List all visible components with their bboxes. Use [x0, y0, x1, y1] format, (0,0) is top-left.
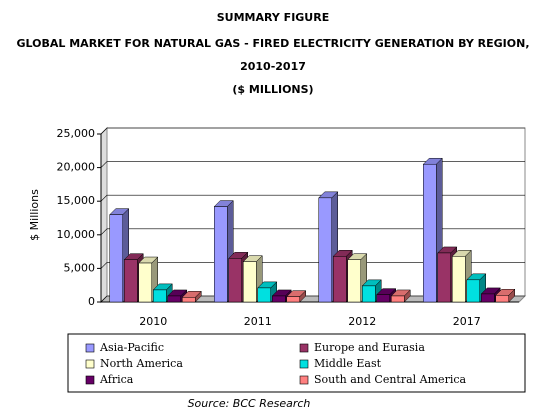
legend-swatch: [299, 359, 309, 369]
y-tick-label: 15,000: [57, 194, 96, 207]
legend-label: Asia-Pacific: [99, 341, 164, 354]
bar: [466, 279, 480, 303]
bar: [272, 295, 286, 303]
chart-subtitle: 2010-2017: [240, 60, 306, 73]
chart-title: SUMMARY FIGURE: [217, 11, 329, 24]
grid-line: [100, 194, 525, 202]
bar: [347, 259, 361, 303]
legend-label: Middle East: [314, 357, 382, 370]
source-note: Source: BCC Research: [188, 397, 311, 410]
bar: [228, 258, 242, 303]
bar: [138, 262, 152, 303]
bar: [362, 285, 376, 303]
bar: [243, 261, 257, 303]
chart-subtitle: GLOBAL MARKET FOR NATURAL GAS - FIRED EL…: [17, 37, 530, 50]
legend-label: South and Central America: [314, 373, 467, 386]
bar: [452, 256, 466, 303]
y-tick-label: 5,000: [64, 261, 96, 274]
bar: [257, 287, 271, 303]
bar: [182, 297, 196, 303]
bar: [423, 163, 437, 303]
grid-line: [100, 161, 525, 168]
bar: [333, 256, 347, 303]
x-tick-label: 2010: [139, 315, 167, 328]
x-tick-label: 2012: [348, 315, 376, 328]
bar: [318, 197, 332, 303]
bar: [167, 295, 181, 303]
chart-subtitle: ($ MILLIONS): [232, 83, 313, 96]
grid-line: [100, 228, 525, 236]
bar: [391, 295, 405, 303]
bar: [495, 295, 509, 303]
legend-label: Europe and Eurasia: [314, 341, 425, 354]
bar: [286, 296, 300, 303]
legend-swatch: [299, 375, 309, 385]
bar: [109, 214, 123, 303]
x-tick-label: 2017: [453, 315, 481, 328]
bar: [153, 289, 167, 303]
legend-swatch: [85, 343, 95, 353]
legend-swatch: [299, 343, 309, 353]
bar: [376, 294, 390, 303]
bar: [124, 259, 138, 303]
bar: [437, 252, 451, 303]
legend-label: North America: [100, 357, 183, 370]
grid-line: [100, 262, 525, 269]
bar: [214, 206, 228, 303]
y-axis-label: $ Millions: [28, 189, 41, 241]
y-tick-label: 25,000: [57, 127, 96, 140]
x-tick-label: 2011: [244, 315, 272, 328]
y-tick-label: 10,000: [57, 228, 96, 241]
side-wall: [100, 126, 108, 304]
legend-box: [67, 333, 526, 393]
legend-swatch: [85, 375, 95, 385]
grid-line: [100, 127, 525, 135]
y-tick-label: 20,000: [57, 161, 96, 174]
legend-label: Africa: [99, 373, 134, 386]
legend-swatch: [85, 359, 95, 369]
bar: [481, 293, 495, 303]
y-tick-label: 0: [88, 295, 95, 308]
